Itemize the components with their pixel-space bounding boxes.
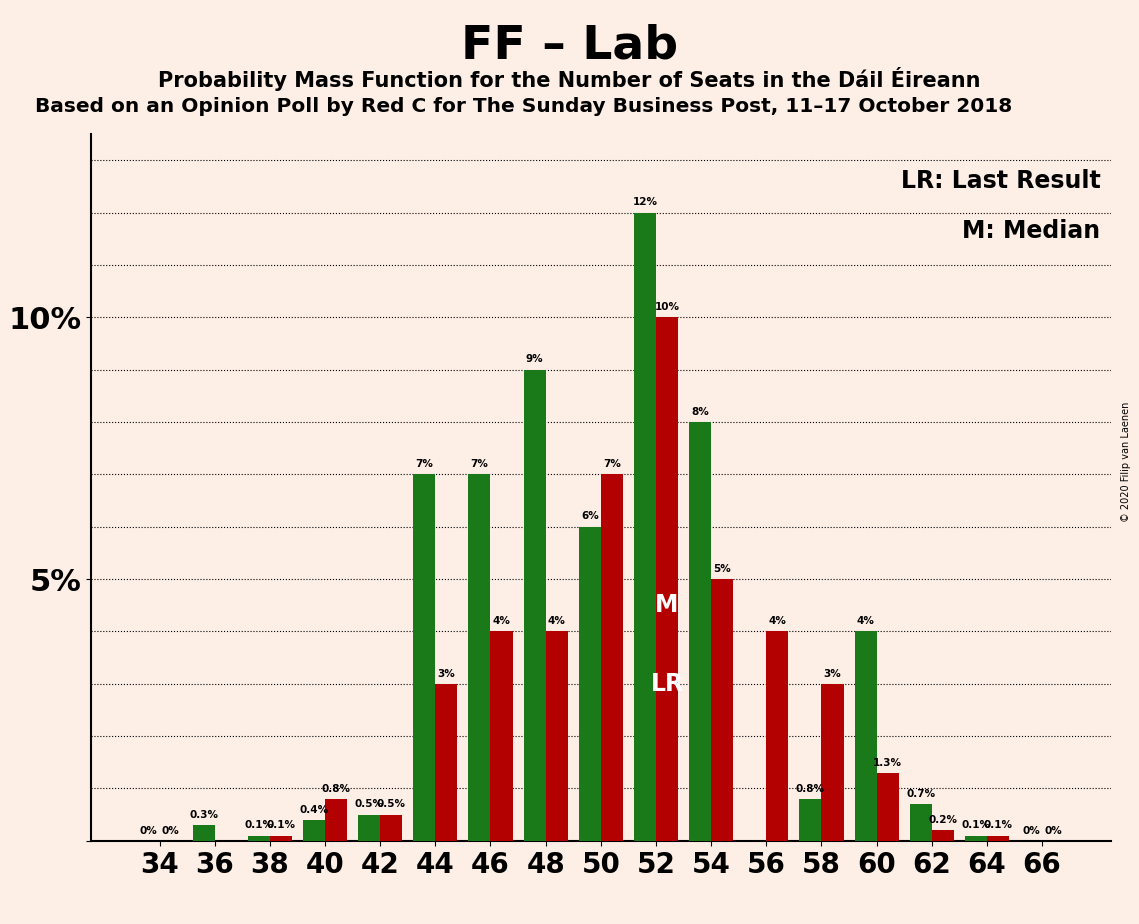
Bar bbox=[932, 831, 953, 841]
Text: 4%: 4% bbox=[492, 616, 510, 626]
Text: 4%: 4% bbox=[548, 616, 566, 626]
Bar bbox=[546, 631, 567, 841]
Text: 0%: 0% bbox=[140, 826, 157, 835]
Text: 9%: 9% bbox=[526, 355, 543, 364]
Text: 1.3%: 1.3% bbox=[874, 758, 902, 768]
Text: Based on an Opinion Poll by Red C for The Sunday Business Post, 11–17 October 20: Based on an Opinion Poll by Red C for Th… bbox=[35, 97, 1013, 116]
Bar bbox=[711, 579, 734, 841]
Text: 6%: 6% bbox=[581, 512, 599, 521]
Text: 10%: 10% bbox=[655, 302, 680, 312]
Bar bbox=[656, 317, 678, 841]
Text: 8%: 8% bbox=[691, 407, 708, 417]
Text: 0%: 0% bbox=[162, 826, 180, 835]
Bar bbox=[600, 474, 623, 841]
Bar bbox=[468, 474, 491, 841]
Bar bbox=[491, 631, 513, 841]
Text: 3%: 3% bbox=[823, 669, 842, 678]
Text: 0.1%: 0.1% bbox=[983, 821, 1013, 831]
Text: 3%: 3% bbox=[437, 669, 456, 678]
Bar bbox=[988, 835, 1009, 841]
Bar bbox=[965, 835, 988, 841]
Text: 0.4%: 0.4% bbox=[300, 805, 328, 815]
Text: 5%: 5% bbox=[713, 564, 731, 574]
Text: 0.3%: 0.3% bbox=[189, 810, 219, 820]
Text: 0.1%: 0.1% bbox=[961, 821, 991, 831]
Bar bbox=[413, 474, 435, 841]
Bar bbox=[435, 684, 458, 841]
Text: LR: Last Result: LR: Last Result bbox=[901, 169, 1100, 193]
Text: 12%: 12% bbox=[632, 198, 657, 207]
Text: 0.8%: 0.8% bbox=[796, 784, 825, 794]
Bar bbox=[877, 772, 899, 841]
Text: 0.2%: 0.2% bbox=[928, 815, 958, 825]
Bar bbox=[270, 835, 292, 841]
Text: FF – Lab: FF – Lab bbox=[461, 23, 678, 68]
Bar bbox=[800, 799, 821, 841]
Bar bbox=[358, 815, 380, 841]
Text: 0.8%: 0.8% bbox=[321, 784, 351, 794]
Bar bbox=[910, 804, 932, 841]
Text: 4%: 4% bbox=[769, 616, 786, 626]
Bar bbox=[634, 213, 656, 841]
Text: 4%: 4% bbox=[857, 616, 875, 626]
Text: M: M bbox=[655, 593, 679, 617]
Text: 0%: 0% bbox=[1044, 826, 1062, 835]
Bar bbox=[821, 684, 844, 841]
Text: 7%: 7% bbox=[603, 459, 621, 469]
Bar bbox=[380, 815, 402, 841]
Text: Probability Mass Function for the Number of Seats in the Dáil Éireann: Probability Mass Function for the Number… bbox=[158, 67, 981, 91]
Text: 7%: 7% bbox=[470, 459, 489, 469]
Text: 0.7%: 0.7% bbox=[907, 789, 935, 799]
Bar bbox=[303, 820, 325, 841]
Bar bbox=[854, 631, 877, 841]
Bar bbox=[248, 835, 270, 841]
Text: 0.1%: 0.1% bbox=[244, 821, 273, 831]
Text: 0.5%: 0.5% bbox=[377, 799, 405, 809]
Bar bbox=[579, 527, 600, 841]
Text: M: Median: M: Median bbox=[962, 219, 1100, 243]
Bar bbox=[524, 370, 546, 841]
Bar bbox=[192, 825, 214, 841]
Bar bbox=[689, 422, 711, 841]
Text: 0.1%: 0.1% bbox=[267, 821, 295, 831]
Bar bbox=[325, 799, 347, 841]
Text: LR: LR bbox=[650, 672, 683, 696]
Text: 0%: 0% bbox=[1022, 826, 1040, 835]
Bar bbox=[767, 631, 788, 841]
Text: 0.5%: 0.5% bbox=[354, 799, 384, 809]
Text: 7%: 7% bbox=[416, 459, 433, 469]
Text: © 2020 Filip van Laenen: © 2020 Filip van Laenen bbox=[1121, 402, 1131, 522]
